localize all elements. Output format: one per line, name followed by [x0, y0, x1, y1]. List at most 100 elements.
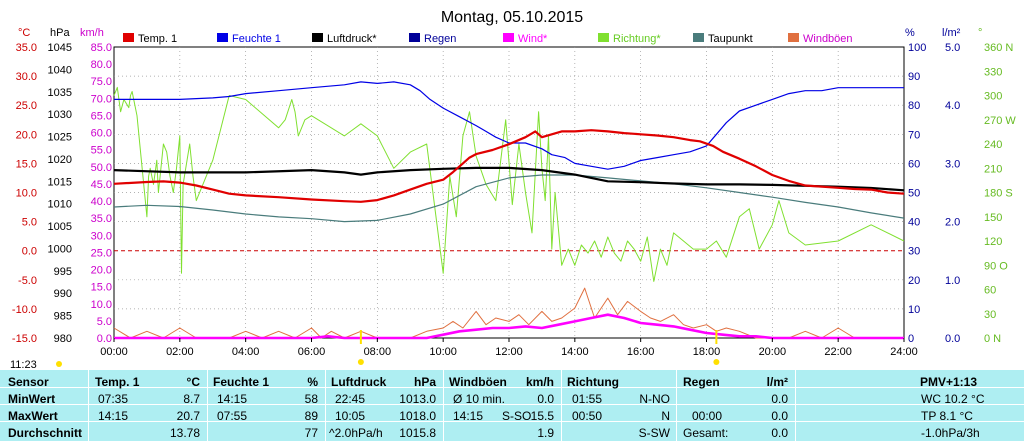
legend-swatch: [788, 33, 799, 42]
x-tick-label: 20:00: [759, 346, 787, 358]
max-temp-value: 20.7: [176, 409, 200, 423]
rain-tick-label: 4.0: [945, 100, 960, 112]
rain-tick-label: 1.0: [945, 275, 960, 287]
wind-tick-label: 10.0: [91, 299, 112, 311]
header-pmv: PMV+1:13: [920, 375, 978, 389]
direction-tick-label: 150: [984, 212, 1002, 224]
header-windboeen-unit: km/h: [525, 375, 554, 389]
humidity-tick-label: 80: [908, 100, 920, 112]
wind-tick-label: 20.0: [91, 265, 112, 277]
legend-label: Wind*: [518, 33, 548, 45]
wind-tick-label: 85.0: [91, 42, 112, 54]
min-feuchte-value: 58: [304, 392, 318, 406]
statistics-table: Sensor Temp. 1 °C Feuchte 1 % Luftdruck …: [0, 370, 1024, 441]
min-pmv: WC 10.2 °C: [921, 392, 985, 406]
min-luftdruck-value: 1013.0: [399, 392, 436, 406]
sun-marker-dot: [357, 359, 364, 365]
max-wind-direction: S-SO: [502, 409, 532, 423]
header-richtung: Richtung: [567, 375, 619, 389]
header-luftdruck: Luftdruck: [331, 375, 387, 389]
pressure-tick-label: 1025: [48, 132, 72, 144]
pressure-tick-label: 1030: [48, 109, 72, 121]
min-wind-label: Ø 10 min.: [453, 392, 506, 406]
humidity-tick-label: 30: [908, 246, 920, 258]
max-wind-time: 14:15: [453, 409, 484, 423]
wind-tick-label: 55.0: [91, 145, 112, 157]
series-line-temp: [113, 129, 905, 203]
direction-tick-label: 120: [984, 236, 1002, 248]
plot-frame: [113, 46, 905, 339]
min-temp-time: 07:35: [98, 392, 129, 406]
pressure-tick-label: 995: [54, 266, 72, 278]
avg-luftdruck-value: 1015.8: [399, 426, 436, 440]
legend-swatch: [123, 33, 134, 42]
humidity-tick-label: 100: [908, 42, 926, 54]
avg-pmv: -1.0hPa/3h: [921, 426, 980, 440]
temp-tick-label: 10.0: [16, 188, 37, 200]
min-wind-value: 0.0: [537, 392, 554, 406]
wind-tick-label: 80.0: [91, 59, 112, 71]
direction-axis-unit: °: [978, 27, 982, 39]
x-tick-label: 08:00: [364, 346, 392, 358]
avg-luftdruck-trend: ^2.0hPa/h: [329, 426, 383, 440]
temp-tick-label: 30.0: [16, 71, 37, 83]
row-label-average: Durchschnitt: [8, 426, 83, 440]
pressure-tick-label: 1005: [48, 221, 72, 233]
time-marker-dot: [56, 361, 62, 367]
humidity-tick-label: 60: [908, 158, 920, 170]
humidity-tick-label: 20: [908, 275, 920, 287]
row-label-max: MaxWert: [8, 409, 58, 423]
max-wind-value: 15.5: [530, 409, 554, 423]
wind-tick-label: 70.0: [91, 93, 112, 105]
wind-tick-label: 50.0: [91, 162, 112, 174]
humidity-tick-label: 90: [908, 71, 920, 83]
pressure-tick-label: 980: [54, 333, 72, 345]
avg-richtung-value: S-SW: [638, 426, 670, 440]
table-row-average: Durchschnitt 13.78 77 ^2.0hPa/h 1015.8 1…: [0, 424, 1024, 441]
min-temp-value: 8.7: [183, 392, 200, 406]
avg-temp-value: 13.78: [169, 426, 200, 440]
legend-label: Regen: [424, 33, 456, 45]
wind-tick-label: 5.0: [97, 316, 112, 328]
plot-grid: [114, 47, 904, 338]
header-regen: Regen: [683, 375, 720, 389]
min-luftdruck-time: 22:45: [335, 392, 366, 406]
header-feuchte: Feuchte 1: [213, 375, 270, 389]
temp-tick-label: 35.0: [16, 42, 37, 54]
direction-tick-label: 270 W: [984, 115, 1016, 127]
avg-wind-value: 1.9: [537, 426, 554, 440]
right-axes: % l/m² °10090807060504030201005.04.03.02.0…: [905, 27, 1016, 345]
temp-tick-label: 20.0: [16, 129, 37, 141]
humidity-axis-unit: %: [905, 27, 915, 39]
x-tick-label: 06:00: [298, 346, 326, 358]
min-regen-value: 0.0: [771, 392, 788, 406]
legend-swatch: [312, 33, 323, 42]
temp-tick-label: 0.0: [22, 246, 37, 258]
x-tick-label: 22:00: [824, 346, 852, 358]
header-sensor: Sensor: [8, 375, 49, 389]
left-axes: °C hPa km/h 35.0 30.0 25.0 20.0 15.0 10.0 5.0 0.0 -…: [12, 27, 112, 345]
time-markers: 11:23: [10, 330, 720, 371]
x-tick-label: 18:00: [693, 346, 721, 358]
series-line-feuchte: [114, 81, 904, 170]
max-richtung-time: 00:50: [572, 409, 603, 423]
legend-label: Windböen: [803, 33, 853, 45]
wind-tick-label: 75.0: [91, 76, 112, 88]
temp-tick-label: 25.0: [16, 100, 37, 112]
x-tick-label: 02:00: [166, 346, 194, 358]
temp-tick-label: -5.0: [18, 275, 37, 287]
direction-tick-label: 330: [984, 66, 1002, 78]
series-line-wind: [114, 313, 904, 340]
wind-tick-label: 30.0: [91, 230, 112, 242]
max-pmv: TP 8.1 °C: [921, 409, 973, 423]
legend-swatch: [409, 33, 420, 42]
direction-tick-label: 300: [984, 91, 1002, 103]
rain-axis-unit: l/m²: [942, 27, 961, 39]
header-windboeen: Windböen: [449, 375, 507, 389]
chart-legend: Temp. 1 Feuchte 1 Luftdruck* Regen Wind* Rich…: [123, 33, 853, 45]
avg-feuchte-value: 77: [304, 426, 318, 440]
x-tick-label: 10:00: [429, 346, 457, 358]
legend-swatch: [503, 33, 514, 42]
legend-swatch: [217, 33, 228, 42]
row-label-min: MinWert: [8, 392, 56, 406]
